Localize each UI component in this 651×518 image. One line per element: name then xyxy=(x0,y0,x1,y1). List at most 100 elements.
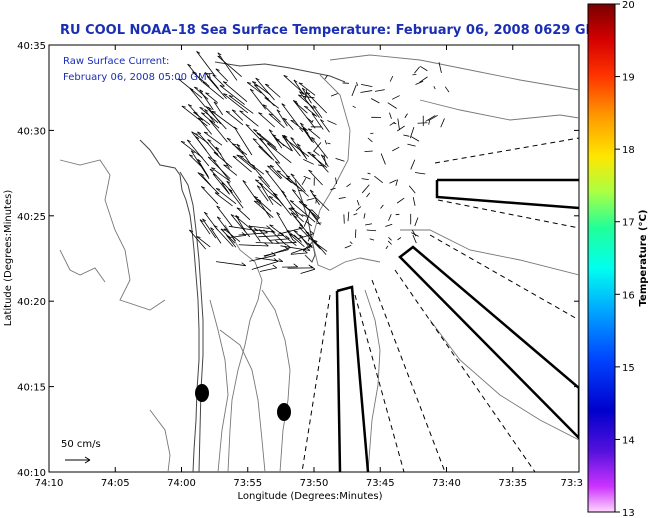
current-vector xyxy=(438,62,442,73)
current-vector xyxy=(353,213,358,216)
current-vector xyxy=(215,146,230,169)
current-vector-head xyxy=(283,134,288,138)
figure-title: RU COOL NOAA–18 Sea Surface Temperature:… xyxy=(60,23,607,38)
current-vector-head xyxy=(212,74,217,77)
current-vector-head xyxy=(228,188,233,192)
current-vector-head xyxy=(307,128,313,131)
current-vector-head xyxy=(189,87,194,91)
current-vector-head xyxy=(289,200,294,203)
current-vector-head xyxy=(228,95,233,97)
current-vector xyxy=(294,101,316,129)
current-vector xyxy=(327,142,331,145)
current-vector xyxy=(410,159,416,170)
buoy-marker-east xyxy=(277,403,291,421)
current-vector-head xyxy=(217,216,221,220)
current-vector-head xyxy=(253,129,258,132)
current-vector-head xyxy=(284,246,289,250)
current-vector-head xyxy=(268,129,273,133)
current-vector xyxy=(366,229,377,232)
x-tick-label: 73:3 xyxy=(561,478,583,489)
current-vector xyxy=(238,232,268,236)
current-vector-head xyxy=(308,264,313,269)
current-vector-head xyxy=(299,234,304,238)
current-vector-head xyxy=(253,200,258,203)
current-vector-head xyxy=(268,195,273,198)
current-vector-head xyxy=(307,151,312,154)
current-vector xyxy=(312,105,323,119)
current-vector xyxy=(253,200,274,218)
current-vector xyxy=(213,101,224,116)
current-vector-head xyxy=(239,110,244,113)
current-vector xyxy=(253,129,277,148)
y-tick-label: 40:20 xyxy=(17,297,46,308)
current-vector-head xyxy=(298,82,303,85)
current-vector xyxy=(228,95,254,114)
current-vector xyxy=(419,76,428,83)
current-vector xyxy=(428,114,438,122)
y-tick-label: 40:30 xyxy=(17,126,46,137)
current-vector xyxy=(324,75,328,80)
current-vector-head xyxy=(312,105,317,109)
current-vector-head xyxy=(320,154,325,158)
current-vector-head xyxy=(187,139,191,143)
current-vector-head xyxy=(197,172,202,175)
current-vector xyxy=(291,189,305,205)
current-vector-head xyxy=(205,92,210,95)
current-vector xyxy=(201,186,219,205)
current-vector xyxy=(258,112,276,128)
ny-harbor-shore xyxy=(214,61,346,83)
current-vector xyxy=(264,247,291,257)
current-vector-head xyxy=(211,167,216,170)
current-vector xyxy=(323,154,327,166)
current-vector xyxy=(228,188,244,209)
current-vector-head xyxy=(223,81,228,84)
current-vector xyxy=(197,117,213,135)
current-vector xyxy=(212,173,230,194)
current-vector xyxy=(215,188,237,205)
y-axis-ticks: 40:35 40:30 40:25 40:20 40:15 40:10 xyxy=(17,41,579,479)
current-vector xyxy=(411,229,417,237)
current-vector xyxy=(316,222,322,224)
current-vector xyxy=(211,110,235,129)
current-vector xyxy=(217,55,242,78)
current-vector xyxy=(255,179,279,200)
current-vector-head xyxy=(211,110,216,113)
current-vector xyxy=(259,137,281,164)
current-vector-head xyxy=(313,240,318,243)
current-vector xyxy=(228,225,258,232)
current-vector-head xyxy=(252,138,257,141)
current-vector xyxy=(335,157,345,162)
map-content xyxy=(59,51,579,472)
current-vector xyxy=(307,128,321,139)
current-vector-head xyxy=(181,105,186,108)
current-vector-head xyxy=(276,211,281,216)
current-vector xyxy=(259,267,277,272)
current-vector xyxy=(414,217,419,227)
current-vector-head xyxy=(265,170,270,173)
current-vector xyxy=(380,153,386,165)
current-vector-head xyxy=(306,91,311,95)
current-vector-head xyxy=(293,215,298,218)
current-vector-head xyxy=(197,159,202,163)
current-vector xyxy=(238,244,269,247)
current-vector xyxy=(397,237,402,241)
current-vector xyxy=(250,225,271,230)
current-vector xyxy=(215,68,229,82)
current-vector-head xyxy=(257,198,262,202)
current-vector xyxy=(302,128,313,142)
current-vector xyxy=(298,94,315,109)
current-vector xyxy=(211,167,231,182)
current-vector xyxy=(189,87,206,108)
current-vector xyxy=(197,131,219,157)
current-vector xyxy=(205,92,218,104)
current-vector-head xyxy=(292,239,297,243)
colorbar-tick-label: 14 xyxy=(622,435,635,446)
current-vector xyxy=(327,120,337,125)
current-vector-head xyxy=(290,212,295,215)
current-vector xyxy=(267,165,282,180)
current-vector-head xyxy=(281,103,286,106)
current-vector xyxy=(380,204,384,209)
current-vector-head xyxy=(188,104,193,107)
current-vector xyxy=(299,91,320,118)
current-vector xyxy=(412,196,416,206)
